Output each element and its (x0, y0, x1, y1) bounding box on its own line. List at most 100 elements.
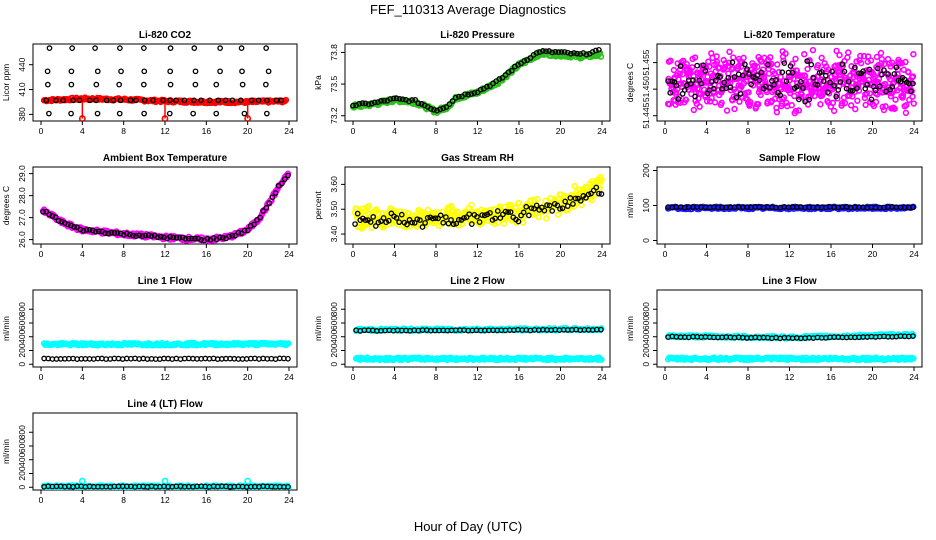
data-point (244, 227, 251, 234)
y-axis-label: percent (313, 191, 323, 220)
data-point (44, 81, 51, 88)
data-point (725, 59, 733, 67)
data-point (829, 99, 837, 107)
data-point (809, 46, 817, 54)
data-point (885, 71, 891, 77)
data-point (864, 81, 871, 88)
data-point (356, 100, 363, 107)
data-point (285, 172, 291, 179)
data-point (414, 216, 421, 223)
data-point (746, 71, 752, 77)
x-tick-label: 4 (80, 126, 85, 136)
x-tick-label: 12 (160, 495, 170, 505)
data-point (117, 45, 123, 51)
data-point (596, 185, 603, 192)
chart-title: Line 2 Flow (450, 276, 505, 287)
data-point (481, 212, 488, 219)
x-tick-label: 0 (351, 372, 356, 382)
data-point (801, 50, 808, 58)
data-point (359, 100, 366, 106)
data-point (541, 207, 548, 214)
data-point (247, 222, 254, 229)
data-point (422, 220, 428, 226)
data-point (549, 49, 556, 56)
data-point (849, 93, 856, 100)
data-point (396, 219, 403, 226)
data-point (278, 180, 285, 187)
x-tick-label: 12 (160, 372, 170, 382)
x-tick-label: 0 (663, 249, 668, 259)
data-point (399, 96, 406, 103)
data-point (217, 68, 223, 75)
data-point (874, 65, 881, 72)
data-point (902, 109, 910, 117)
data-point (536, 49, 543, 55)
data-point (507, 209, 514, 215)
data-point (577, 197, 584, 204)
data-point (192, 81, 199, 88)
data-point (558, 49, 565, 55)
data-point (667, 57, 674, 64)
data-point (387, 96, 394, 102)
data-point (730, 54, 737, 61)
chart-title: Li-820 Pressure (440, 30, 515, 41)
y-tick-label: 400 (17, 452, 27, 466)
y-axis-label: degrees C (1, 186, 11, 225)
data-point (726, 48, 733, 56)
data-point (909, 93, 916, 100)
data-point (747, 98, 754, 106)
data-point (220, 234, 226, 241)
data-point (446, 101, 453, 108)
data-point (774, 61, 781, 68)
y-axis-label: ml/min (625, 316, 635, 341)
data-point (754, 72, 761, 79)
data-point (667, 89, 674, 96)
data-point (845, 49, 852, 56)
data-point (740, 54, 747, 62)
data-point (108, 229, 115, 236)
y-axis-label: ml/min (1, 439, 11, 464)
data-point (777, 92, 784, 99)
data-point (791, 92, 798, 100)
data-point (434, 107, 440, 114)
data-point (764, 61, 771, 68)
data-point (55, 217, 62, 224)
data-point (731, 105, 738, 113)
data-point (89, 227, 96, 234)
data-point (158, 233, 164, 240)
data-point (675, 96, 682, 102)
data-point (390, 95, 397, 102)
data-point (549, 208, 556, 214)
data-point (257, 214, 263, 221)
data-point (592, 47, 599, 54)
data-point (235, 229, 242, 236)
data-point (43, 208, 50, 215)
x-tick-label: 0 (39, 126, 44, 136)
data-point (795, 96, 802, 103)
x-tick-label: 20 (243, 372, 253, 382)
plot-frame (32, 289, 298, 368)
data-point (702, 68, 709, 74)
x-tick-label: 4 (704, 126, 709, 136)
y-tick-label: 600 (17, 316, 27, 330)
data-point (375, 99, 381, 105)
data-point (385, 217, 392, 224)
data-point (557, 206, 563, 212)
data-point (239, 81, 246, 88)
data-point (909, 73, 917, 80)
data-point (526, 212, 532, 219)
x-tick-label: 8 (434, 249, 439, 259)
data-point (455, 93, 462, 100)
data-point (424, 214, 431, 221)
data-point (555, 49, 562, 56)
data-point (133, 97, 139, 104)
data-point (260, 208, 267, 214)
data-point (857, 59, 865, 67)
data-point (139, 233, 146, 239)
data-point (673, 82, 680, 89)
data-point (831, 72, 839, 80)
y-tick-label: 600 (641, 316, 651, 330)
data-point (596, 46, 602, 53)
x-tick-label: 16 (202, 495, 212, 505)
y-tick-label: 51.445 (641, 102, 651, 128)
